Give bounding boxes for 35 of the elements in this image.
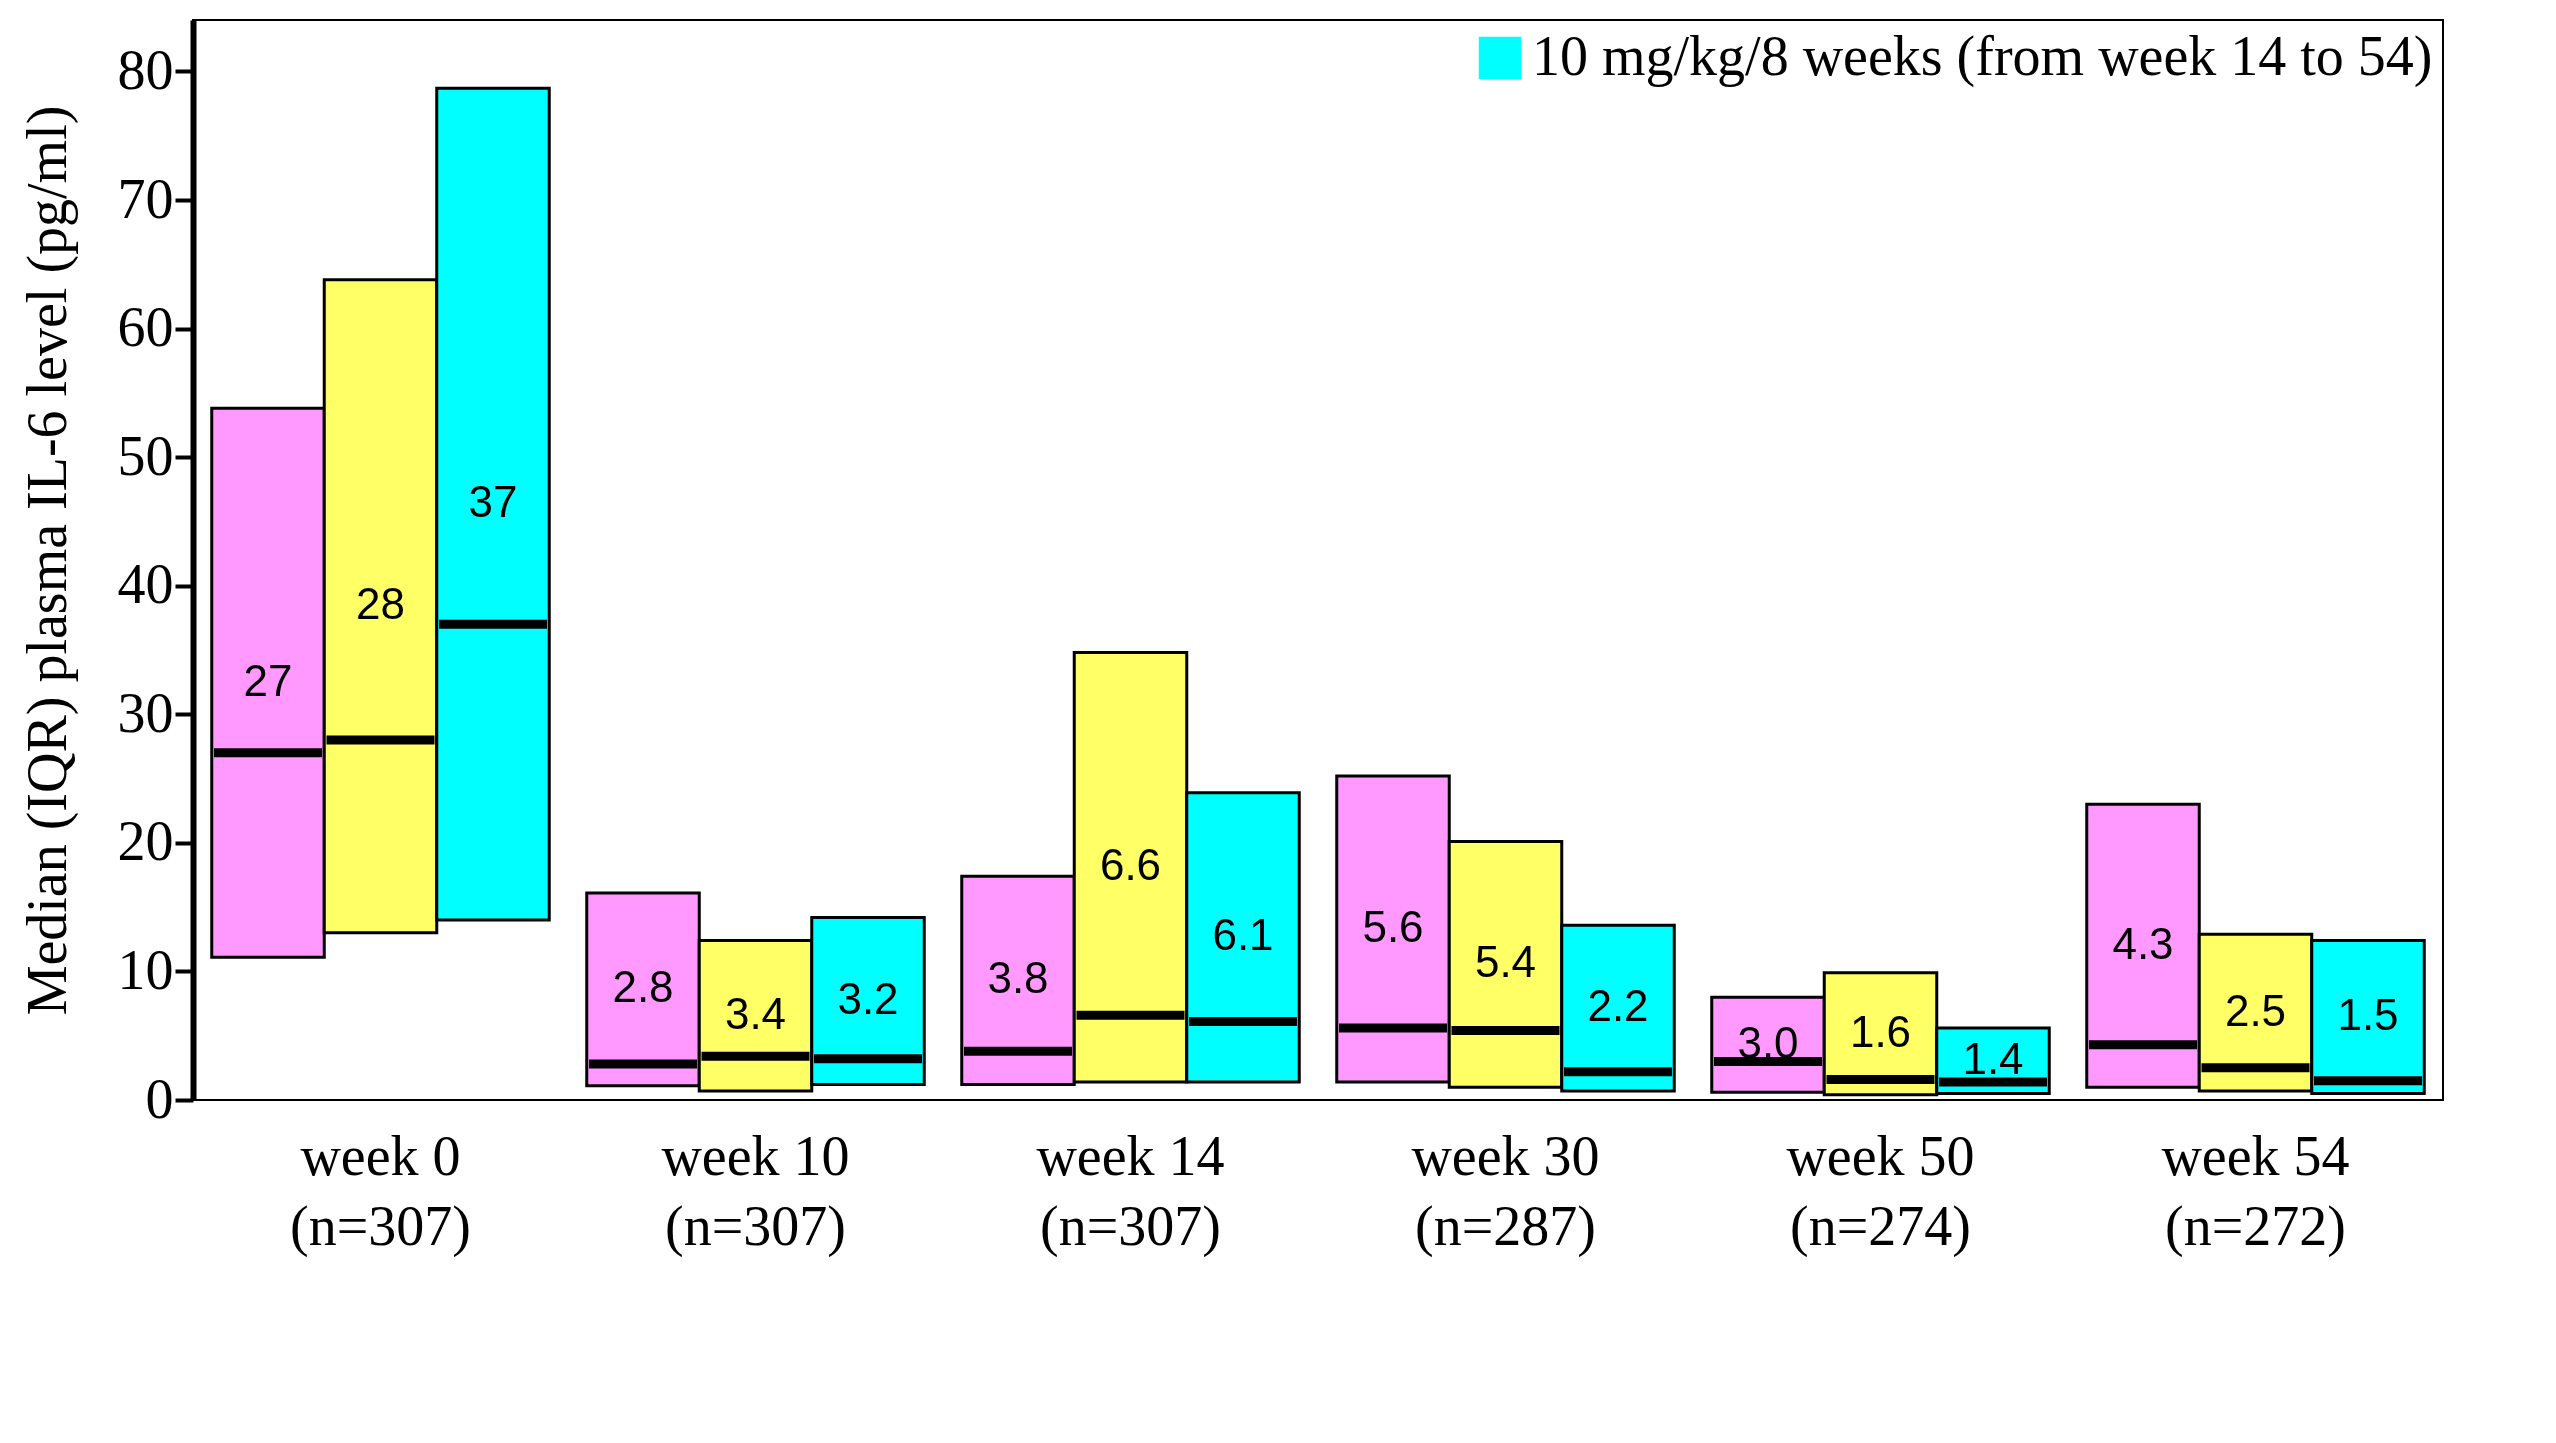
x-tick-label: week 0 (n=307): [290, 1124, 471, 1258]
x-tick-label: week 50 (n=274): [1786, 1124, 1975, 1258]
y-tick-label: 60: [117, 296, 174, 359]
legend-label: 10 mg/kg/8 weeks (from week 14 to 54): [1532, 25, 2433, 88]
y-tick-label: 70: [117, 167, 174, 230]
text: 6.6: [1099, 840, 1162, 890]
y-tick-label: 0: [145, 1067, 174, 1130]
text: 3.2: [837, 974, 899, 1023]
text: 3.0: [1737, 1017, 1799, 1067]
text: 1.6: [1849, 1006, 1912, 1056]
y-tick-label: 80: [117, 38, 174, 101]
y-tick-label: 50: [117, 424, 174, 487]
text: 28: [356, 579, 405, 629]
x-tick-label: week 14 (n=307): [1036, 1124, 1225, 1258]
text: 4.3: [2112, 918, 2174, 968]
y-tick-label: 20: [117, 810, 174, 873]
text: 1.4: [1962, 1033, 2024, 1083]
y-axis-title: Median (IQR) plasma IL-6 level (pg/ml): [15, 105, 79, 1016]
text: 1.5: [2337, 990, 2399, 1040]
text: 2.5: [2224, 985, 2287, 1035]
x-tick-label: week 10 (n=307): [661, 1124, 850, 1258]
text: 27: [243, 655, 293, 705]
y-tick-label: 40: [117, 553, 174, 616]
text: 3.8: [987, 953, 1049, 1003]
x-tick-label: week 54 (n=272): [2161, 1124, 2350, 1258]
text: 3.4: [724, 988, 787, 1038]
text: 5.6: [1362, 902, 1424, 951]
text: 5.4: [1474, 937, 1537, 987]
text: 2.2: [1587, 981, 1649, 1031]
x-tick-label: week 30 (n=287): [1411, 1124, 1600, 1258]
text: 6.1: [1212, 910, 1274, 960]
y-tick-label: 30: [117, 681, 174, 744]
text: 37: [468, 477, 518, 527]
y-tick-label: 10: [117, 938, 174, 1001]
text: 2.8: [612, 962, 674, 1012]
